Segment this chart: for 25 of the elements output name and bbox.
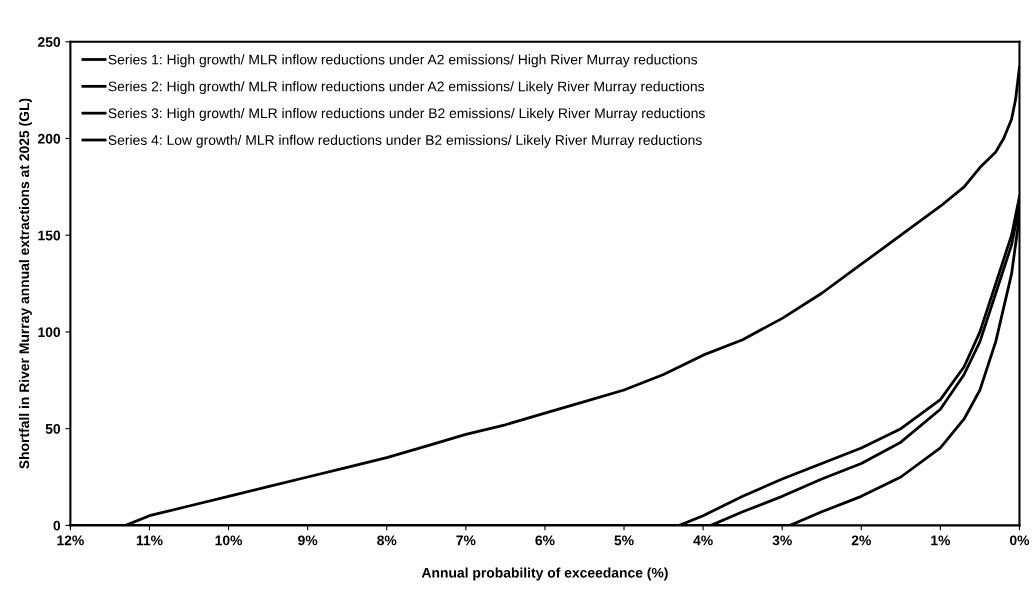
legend-label: Series 2: High growth/ MLR inflow reductions under A2 emissions/ Likely River Murray reductions (108, 81, 705, 95)
x-tick-label: 7% (456, 535, 476, 546)
legend-label: Series 1: High growth/ MLR inflow reductions under A2 emissions/ High River Murray reductions (108, 54, 698, 68)
legend-label: Series 3: High growth/ MLR inflow reductions under B2 emissions/ Likely River Murray reductions (108, 107, 705, 121)
y-tick-label: 0 (53, 520, 61, 531)
x-tick-label: 8% (377, 535, 397, 546)
x-tick-label: 3% (772, 535, 792, 546)
x-axis-title: Annual probability of exceedance (%) (421, 567, 668, 581)
y-tick-label: 100 (38, 327, 61, 338)
x-tick-label: 2% (851, 535, 871, 546)
y-tick-label: 150 (38, 230, 61, 241)
y-tick-label: 200 (37, 133, 61, 144)
x-tick-label: 5% (614, 535, 634, 546)
x-tick-label: 9% (298, 535, 318, 546)
x-tick-label: 4% (693, 535, 713, 546)
x-tick-label: 0% (1009, 535, 1030, 546)
y-axis-title: Shortfall in River Murray annual extractions at 2025 (GL) (18, 98, 32, 469)
x-tick-label: 12% (57, 535, 84, 546)
x-tick-label: 10% (215, 535, 243, 546)
y-tick-label: 250 (37, 37, 61, 47)
x-tick-label: 1% (931, 535, 951, 546)
legend-label: Series 4: Low growth/ MLR inflow reductions under B2 emissions/ Likely River Murray reductions (108, 134, 702, 148)
y-tick-label: 50 (45, 423, 61, 434)
x-tick-label: 11% (136, 535, 163, 546)
x-tick-label: 6% (535, 535, 555, 546)
